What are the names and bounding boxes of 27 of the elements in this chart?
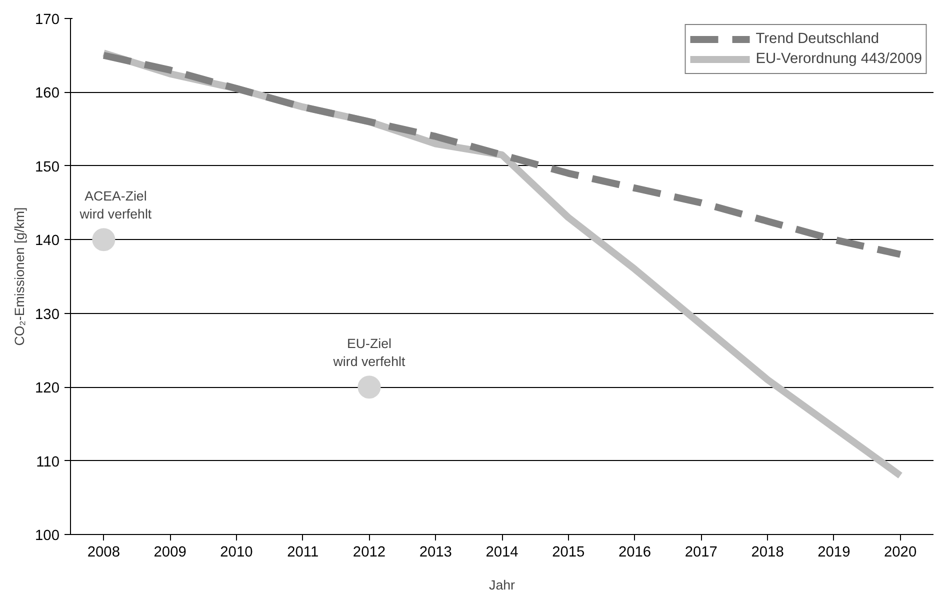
annotation: ACEA-Ziel wird verfehlt bbox=[78, 188, 152, 222]
x-tick-label: 2018 bbox=[751, 544, 784, 560]
x-tick-label: 2014 bbox=[486, 544, 518, 560]
x-tick-label: 2015 bbox=[552, 544, 585, 560]
x-tick-label: 2010 bbox=[220, 544, 253, 560]
y-tick-label: 160 bbox=[35, 86, 60, 102]
y-tick-label: 140 bbox=[35, 233, 60, 250]
y-tick-label: 100 bbox=[35, 528, 60, 544]
x-tick-label: 2011 bbox=[287, 544, 319, 560]
x-tick-label: 2017 bbox=[684, 544, 718, 560]
y-tick-label: 110 bbox=[36, 454, 60, 470]
y-tick-label: 170 bbox=[35, 12, 60, 28]
y-axis-title: CO₂-Emissionen [g/km] bbox=[12, 207, 28, 346]
x-tick-label: 2009 bbox=[154, 544, 186, 560]
x-tick-label: 2019 bbox=[818, 544, 850, 560]
y-tick-label: 120 bbox=[35, 380, 60, 397]
y-tick-label: 150 bbox=[35, 159, 60, 176]
legend-label: EU-Verordnung 443/2009 bbox=[756, 51, 922, 67]
legend-label: Trend Deutschland bbox=[756, 31, 880, 47]
x-tick-label: 2020 bbox=[884, 544, 917, 560]
x-tick-label: 2016 bbox=[618, 544, 652, 560]
x-axis-title: Jahr bbox=[489, 578, 516, 592]
x-tick-label: 2013 bbox=[419, 544, 452, 560]
x-tick-label: 2008 bbox=[87, 544, 120, 560]
annotation: EU-Ziel wird verfehlt bbox=[332, 336, 406, 370]
x-tick-label: 2012 bbox=[352, 544, 386, 560]
y-tick-label: 130 bbox=[35, 306, 60, 323]
